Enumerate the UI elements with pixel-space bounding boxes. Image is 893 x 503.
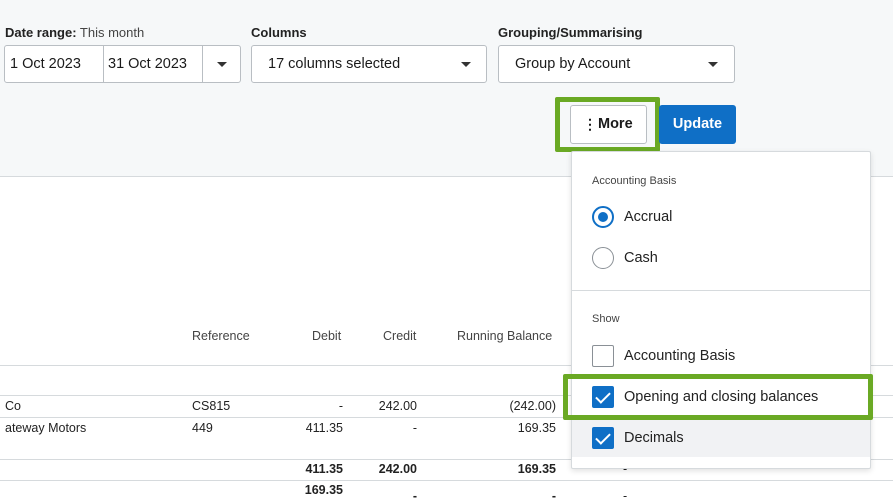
- total-balance: 169.35: [517, 462, 556, 476]
- divider: [0, 459, 893, 460]
- total-debit: 411.35: [305, 462, 343, 476]
- grouping-label: Grouping/Summarising: [498, 25, 643, 40]
- update-button[interactable]: Update: [659, 105, 736, 144]
- row-balance: 169.35: [517, 421, 556, 435]
- divider: [0, 480, 893, 481]
- more-button-highlight: [555, 97, 660, 152]
- opening-closing-checkbox[interactable]: [592, 386, 614, 408]
- date-range-dropdown-button[interactable]: [203, 46, 240, 82]
- col-header-reference[interactable]: Reference: [192, 329, 250, 343]
- col-header-debit[interactable]: Debit: [312, 329, 342, 343]
- row-credit: -: [412, 421, 417, 435]
- total-extra: -: [623, 462, 628, 476]
- chevron-down-icon: [217, 62, 227, 67]
- accounting-basis-checkbox[interactable]: [592, 345, 614, 367]
- more-vertical-icon: ⋮: [583, 116, 597, 132]
- opening-closing-label[interactable]: Opening and closing balances: [624, 389, 819, 405]
- cash-label[interactable]: Cash: [624, 250, 658, 266]
- decimals-row-hover: [572, 416, 870, 457]
- row-contact: ateway Motors: [5, 421, 87, 435]
- chevron-down-icon: [461, 62, 471, 67]
- report-toolbar: Date range: This month Columns Grouping/…: [0, 0, 893, 177]
- date-range-preset: This month: [79, 25, 145, 40]
- divider: [0, 395, 893, 396]
- chevron-down-icon: [708, 62, 718, 67]
- total-credit: 242.00: [378, 462, 417, 476]
- columns-label: Columns: [251, 25, 307, 40]
- columns-select-value: 17 columns selected: [268, 56, 401, 72]
- accounting-basis-option-label[interactable]: Accounting Basis: [624, 348, 736, 364]
- accounting-basis-heading: Accounting Basis: [592, 175, 677, 187]
- date-range-label: Date range: This month: [5, 25, 145, 40]
- closing-debit: 169.35: [304, 483, 343, 497]
- more-button[interactable]: ⋮ More: [570, 105, 647, 144]
- row-reference: 449: [192, 421, 213, 435]
- cash-radio[interactable]: [592, 247, 614, 269]
- col-header-running-balance[interactable]: Running Balance: [457, 329, 553, 343]
- row-reference: CS815: [192, 399, 231, 413]
- divider: [0, 365, 893, 366]
- row-contact: Co: [5, 399, 21, 413]
- decimals-checkbox[interactable]: [592, 427, 614, 449]
- row-debit: 411.35: [305, 421, 343, 435]
- row-credit: 242.00: [378, 399, 417, 413]
- end-date-input[interactable]: 31 Oct 2023: [104, 46, 203, 82]
- more-options-menu: Accounting Basis Accrual Cash Show Accou…: [571, 151, 871, 469]
- grouping-select[interactable]: Group by Account: [498, 45, 735, 83]
- closing-extra: -: [623, 489, 628, 503]
- closing-balance: -: [551, 489, 556, 503]
- accrual-label[interactable]: Accrual: [624, 209, 673, 225]
- divider: [0, 417, 893, 418]
- columns-select[interactable]: 17 columns selected: [251, 45, 487, 83]
- col-header-credit[interactable]: Credit: [383, 329, 417, 343]
- decimals-label[interactable]: Decimals: [624, 430, 684, 446]
- date-range-picker: 1 Oct 2023 31 Oct 2023: [4, 45, 241, 83]
- more-button-label: More: [598, 116, 633, 132]
- closing-credit: -: [412, 489, 417, 503]
- opening-closing-highlight: [563, 374, 873, 420]
- accrual-radio[interactable]: [592, 206, 614, 228]
- grouping-select-value: Group by Account: [515, 56, 631, 72]
- row-debit: -: [338, 399, 343, 413]
- show-heading: Show: [592, 313, 620, 325]
- menu-divider: [572, 290, 870, 291]
- row-balance: (242.00): [509, 399, 556, 413]
- start-date-input[interactable]: 1 Oct 2023: [5, 46, 104, 82]
